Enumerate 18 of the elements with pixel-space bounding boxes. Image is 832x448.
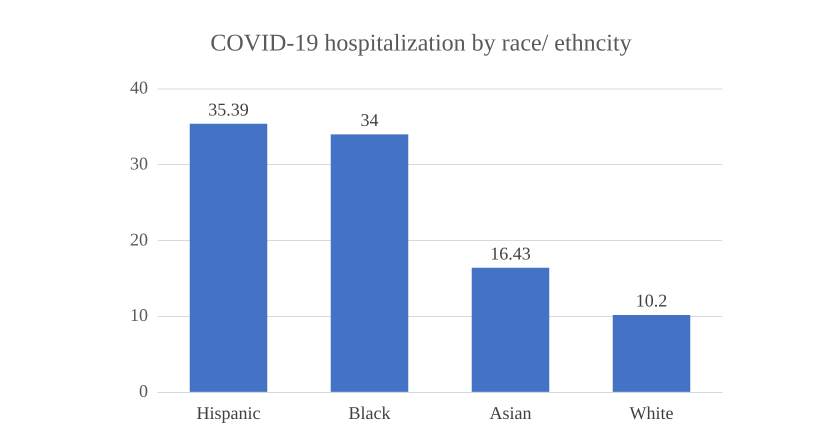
y-tick-label: 0 [139, 381, 148, 402]
y-tick-label: 40 [130, 78, 148, 98]
y-tick-label: 20 [130, 229, 148, 250]
bar [330, 134, 408, 392]
bar [190, 124, 268, 392]
chart-title: COVID-19 hospitalization by race/ ethncity [210, 30, 632, 57]
x-tick-label: Hispanic [196, 402, 261, 423]
data-label: 34 [360, 110, 378, 130]
data-label: 10.2 [636, 290, 668, 311]
data-label: 35.39 [208, 100, 249, 120]
x-tick-label: White [630, 402, 674, 423]
x-tick-label: Asian [490, 402, 532, 423]
x-tick-label: Black [348, 402, 390, 423]
bar [472, 268, 550, 392]
y-tick-label: 10 [130, 305, 148, 326]
data-label: 16.43 [490, 243, 531, 264]
bar [612, 314, 690, 392]
y-tick-label: 30 [130, 153, 148, 174]
